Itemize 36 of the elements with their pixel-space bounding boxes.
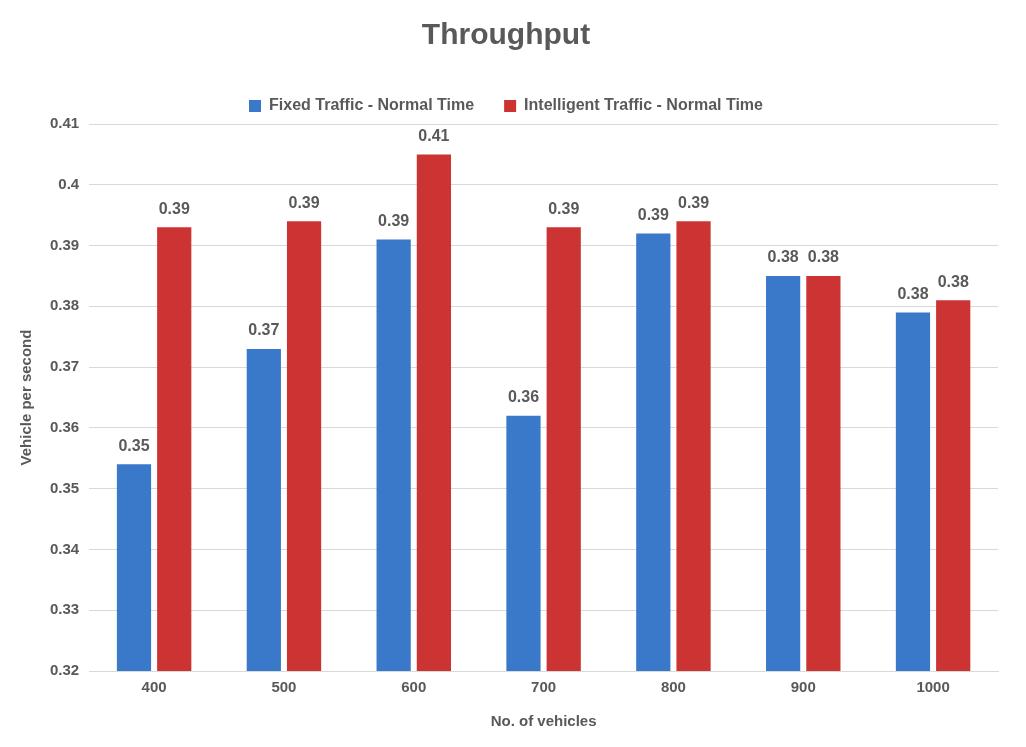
y-tick-label: 0.4	[58, 174, 80, 192]
y-tick-label: 0.37	[49, 357, 80, 375]
y-tick-label: 0.32	[49, 661, 80, 679]
y-tick-label: 0.39	[49, 235, 80, 253]
x-tick-label: 500	[271, 678, 297, 696]
x-tick-label: 900	[790, 678, 816, 696]
data-label: 0.36	[507, 388, 540, 406]
data-label: 0.37	[248, 321, 280, 339]
data-label: 0.35	[118, 436, 150, 454]
y-tick-label: 0.41	[49, 114, 80, 132]
data-label: 0.39	[548, 199, 580, 217]
x-tick-label: 400	[141, 678, 167, 696]
y-tick-label: 0.34	[49, 539, 80, 557]
y-tick-label: 0.38	[49, 296, 80, 314]
legend-label: Intelligent Traffic - Normal Time	[524, 96, 764, 114]
data-label: 0.38	[767, 248, 799, 266]
y-tick-label: 0.36	[49, 418, 80, 436]
legend-label: Fixed Traffic - Normal Time	[269, 96, 475, 114]
data-label: 0.41	[418, 126, 450, 144]
data-label: 0.39	[637, 205, 669, 223]
y-tick-label: 0.35	[49, 478, 80, 496]
y-axis-title: Vehicle per second	[17, 329, 35, 466]
data-label: 0.39	[288, 193, 320, 211]
x-tick-label: 1000	[916, 678, 950, 696]
data-label: 0.38	[937, 272, 969, 290]
x-tick-label: 700	[531, 678, 557, 696]
data-label: 0.39	[158, 199, 190, 217]
x-tick-label: 800	[660, 678, 686, 696]
chart-title: Throughput	[421, 17, 591, 51]
data-label: 0.39	[378, 211, 410, 229]
x-axis-title: No. of vehicles	[490, 712, 597, 730]
x-tick-label: 600	[401, 678, 427, 696]
data-label: 0.39	[677, 193, 710, 211]
y-tick-label: 0.33	[49, 600, 80, 618]
data-label: 0.38	[897, 284, 929, 302]
data-label: 0.38	[807, 248, 840, 266]
